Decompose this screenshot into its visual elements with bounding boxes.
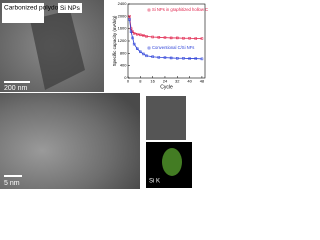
point [151,55,154,58]
point [163,56,167,59]
legend-swatch [147,46,151,50]
point [132,42,136,46]
si-signal [162,148,182,176]
y-axis-title: Specific capacity (mAh/g) [112,15,117,66]
point [176,57,179,60]
y-tick-label: 0 [124,75,127,80]
point [157,36,161,39]
chart: 0 400 800 1200 1600 2000 2400 0 8 16 24 32 40 48 Cycle… [112,1,216,90]
x-axis-title: Cycle [160,84,173,90]
point [176,36,179,40]
figure: Carbonized polydopamine Si NPs 200 nm 5 … [0,0,216,189]
legend-swatch [147,8,151,12]
point [163,36,167,39]
point [194,57,198,60]
point [169,56,173,60]
point [145,35,148,38]
point [157,56,161,59]
scale-label: 200 nm [4,85,28,92]
point [129,30,133,33]
x-tick-label: 40 [187,79,192,84]
point [139,50,142,54]
y-tick-label: 400 [120,63,127,68]
point [200,57,204,61]
y-tick-label: 1200 [118,38,128,43]
label-box [2,3,44,23]
point [200,37,204,40]
point [128,18,131,21]
point [151,35,154,39]
x-tick-label: 32 [175,79,180,84]
tem-image-small [146,96,186,140]
x-tick-label: 8 [139,79,142,84]
map-label: Si K [149,179,160,185]
y-tick-label: 800 [120,50,127,55]
point [131,30,134,33]
image-label: Carbonized polydopamine [4,5,80,12]
point [131,36,134,40]
point [132,32,136,35]
plot-area [127,3,206,79]
point [139,33,142,37]
point [128,15,131,18]
point [188,36,191,40]
x-tick-label: 16 [150,79,155,84]
point [142,34,145,37]
point [135,32,139,36]
y-tick-label: 2400 [118,1,128,6]
x-tick-label: 0 [127,79,130,84]
point [182,57,185,60]
image-label: Si NPs [60,5,81,12]
point [182,36,185,40]
scale-label: 5 nm [4,180,20,187]
label-box [58,3,82,13]
point [188,57,191,60]
nanofiber [30,10,85,90]
y-tick-label: 1600 [118,26,128,31]
point [145,54,148,58]
point [194,37,198,40]
x-tick-label: 48 [200,79,205,84]
point [169,36,173,40]
x-tick-label: 24 [163,79,168,84]
legend-label: Conventional C/Si NFs [152,45,194,50]
legend-label: Si NPs in graphitized hollow CNFs [152,7,208,12]
point [142,52,145,56]
point [135,47,139,50]
series-line [129,19,202,60]
tem-image-hr [0,93,140,189]
y-tick-label: 2000 [118,13,128,18]
